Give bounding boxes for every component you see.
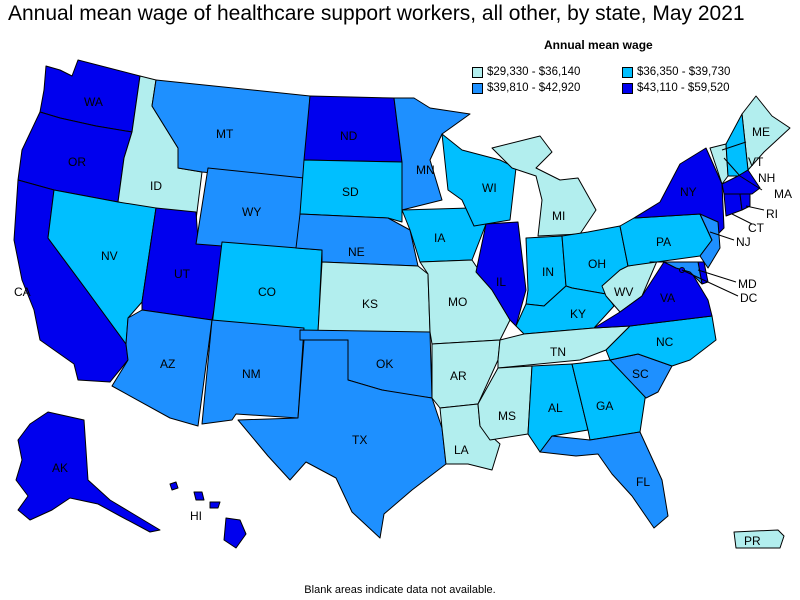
label-ga: GA <box>596 399 613 413</box>
label-pa: PA <box>656 235 671 249</box>
label-sc: SC <box>632 367 649 381</box>
legend-item-4: $43,110 - $59,520 <box>622 82 772 94</box>
label-nj: NJ <box>736 235 751 249</box>
label-ok: OK <box>376 357 393 371</box>
label-hi: HI <box>190 509 202 523</box>
label-in: IN <box>542 265 554 279</box>
label-wa: WA <box>84 95 103 109</box>
state-hi <box>169 481 247 549</box>
label-sd: SD <box>342 185 359 199</box>
footnote: Blank areas indicate data not available. <box>304 584 496 596</box>
label-wi: WI <box>482 181 497 195</box>
label-az: AZ <box>160 357 175 371</box>
legend-swatch-1 <box>472 66 483 78</box>
label-va: VA <box>660 291 675 305</box>
label-ca: CA <box>14 285 31 299</box>
legend-swatch-3 <box>472 82 483 94</box>
label-ak: AK <box>52 461 68 475</box>
label-ks: KS <box>362 297 378 311</box>
label-nm: NM <box>242 367 261 381</box>
label-tx: TX <box>352 433 367 447</box>
label-nh: NH <box>758 171 775 185</box>
state-mn <box>393 97 471 211</box>
label-al: AL <box>548 401 563 415</box>
label-id: ID <box>150 179 162 193</box>
label-la: LA <box>454 443 469 457</box>
label-wv: WV <box>614 285 633 299</box>
label-ne: NE <box>348 245 365 259</box>
label-il: IL <box>496 275 506 289</box>
legend-swatch-2 <box>622 66 633 78</box>
label-mo: MO <box>448 295 467 309</box>
label-md: MD <box>738 277 757 291</box>
legend: Annual mean wage $29,330 - $36,140 $36,3… <box>472 38 772 94</box>
legend-swatch-4 <box>622 82 633 94</box>
legend-item-1: $29,330 - $36,140 <box>472 66 622 78</box>
label-vt: VT <box>748 155 764 169</box>
label-wy: WY <box>242 205 261 219</box>
state-wi <box>441 133 517 227</box>
legend-label-2: $36,350 - $39,730 <box>637 66 731 78</box>
label-co: CO <box>258 285 276 299</box>
state-il <box>475 221 527 327</box>
state-tx <box>237 339 447 539</box>
state-sd <box>299 159 403 223</box>
legend-title: Annual mean wage <box>544 38 653 52</box>
map-title: Annual mean wage of healthcare support w… <box>8 2 745 25</box>
label-ri: RI <box>766 207 778 221</box>
label-ut: UT <box>174 267 191 281</box>
label-fl: FL <box>636 475 650 489</box>
label-tn: TN <box>550 345 566 359</box>
state-ri <box>739 193 751 211</box>
label-ma: MA <box>774 187 792 201</box>
state-ak <box>15 411 161 533</box>
legend-label-1: $29,330 - $36,140 <box>487 66 581 78</box>
state-pr <box>733 529 785 549</box>
label-pr: PR <box>744 534 761 548</box>
label-ia: IA <box>434 231 445 245</box>
state-ct <box>723 193 743 217</box>
state-md <box>649 261 703 285</box>
state-az <box>111 309 213 427</box>
label-ny: NY <box>680 185 697 199</box>
state-mi <box>491 135 597 237</box>
label-ct: CT <box>748 221 765 235</box>
label-nd: ND <box>340 129 358 143</box>
legend-item-3: $39,810 - $42,920 <box>472 82 622 94</box>
state-nj <box>699 213 721 269</box>
label-ar: AR <box>450 369 467 383</box>
label-me: ME <box>752 125 770 139</box>
label-mn: MN <box>416 163 435 177</box>
state-fl <box>539 431 669 529</box>
legend-label-4: $43,110 - $59,520 <box>637 82 730 94</box>
label-nv: NV <box>101 249 118 263</box>
label-oh: OH <box>588 257 606 271</box>
label-ky: KY <box>570 307 586 321</box>
label-or: OR <box>68 155 86 169</box>
state-nm <box>201 319 305 425</box>
label-mi: MI <box>552 209 565 223</box>
label-dc: DC <box>740 291 758 305</box>
label-ms: MS <box>498 409 516 423</box>
legend-item-2: $36,350 - $39,730 <box>622 66 772 78</box>
label-mt: MT <box>216 127 234 141</box>
legend-label-3: $39,810 - $42,920 <box>487 82 581 94</box>
label-nc: NC <box>656 335 674 349</box>
